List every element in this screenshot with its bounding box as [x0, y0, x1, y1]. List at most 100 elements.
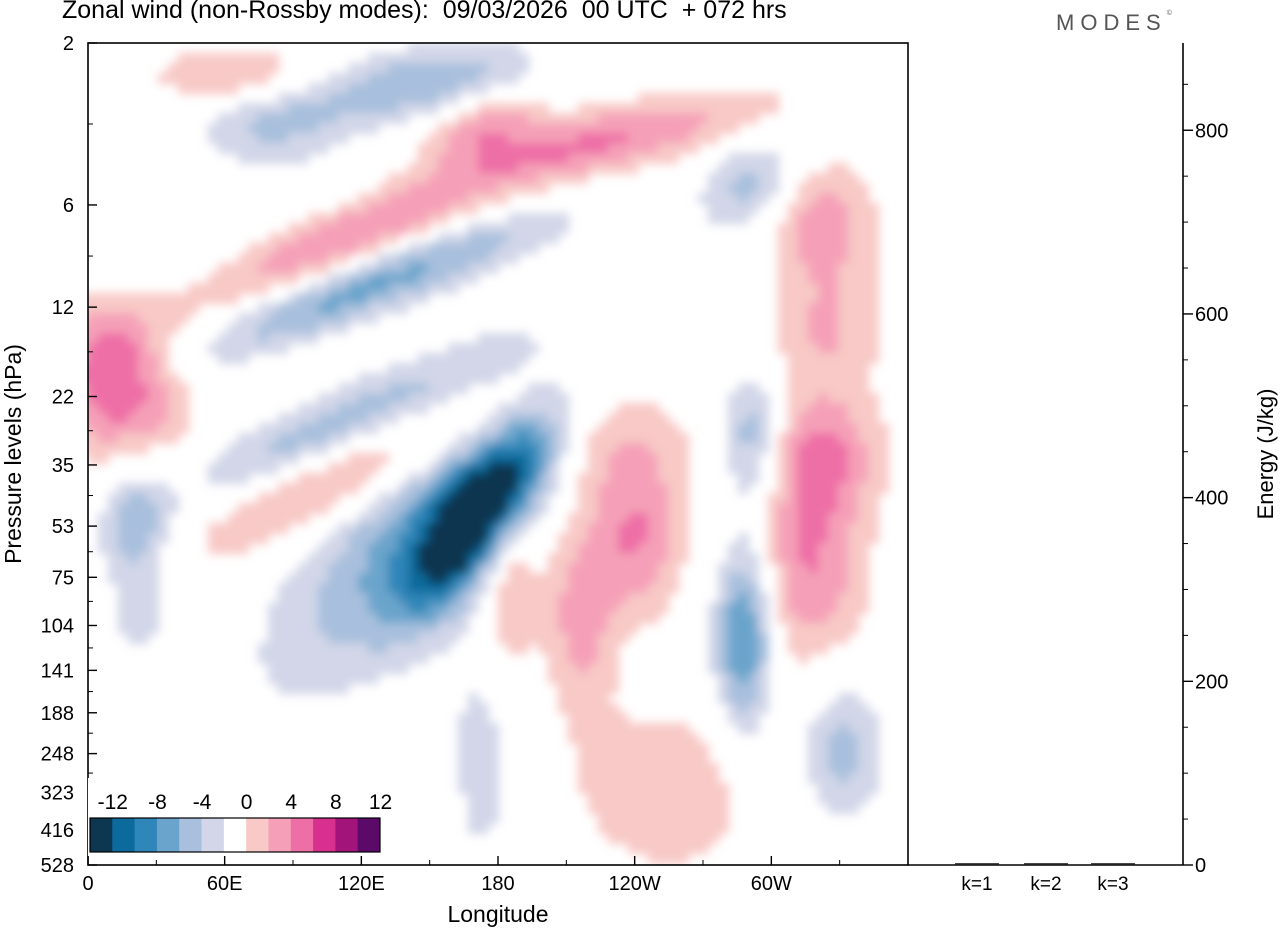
- colorbar-swatch: [290, 818, 314, 852]
- heatmap-cell: [798, 413, 809, 424]
- heatmap-cell: [428, 133, 439, 144]
- heatmap-cell: [868, 203, 879, 214]
- heatmap-cell: [548, 153, 559, 164]
- heatmap-cell: [728, 123, 739, 134]
- heatmap-cell: [448, 353, 459, 364]
- heatmap-cell: [368, 313, 379, 324]
- heatmap-cell: [798, 583, 809, 594]
- heatmap-cell: [818, 613, 829, 624]
- heatmap-cell: [458, 383, 469, 394]
- heatmap-cell: [468, 823, 479, 834]
- heatmap-cell: [758, 163, 769, 174]
- heatmap-cell: [718, 663, 729, 674]
- heatmap-cell: [808, 473, 819, 484]
- heatmap-cell: [338, 383, 349, 394]
- heatmap-cell: [478, 343, 489, 354]
- heatmap-cell: [598, 143, 609, 154]
- heatmap-cell: [778, 243, 789, 254]
- heatmap-cell: [388, 533, 399, 544]
- heatmap-cell: [828, 633, 839, 644]
- heatmap-cell: [608, 653, 619, 664]
- heatmap-cell: [228, 513, 239, 524]
- heatmap-cell: [538, 423, 549, 434]
- heatmap-cell: [618, 773, 629, 784]
- heatmap-cell: [678, 763, 689, 774]
- heatmap-cell: [868, 533, 879, 544]
- heatmap-cell: [758, 443, 769, 454]
- heatmap-cell: [508, 643, 519, 654]
- heatmap-cell: [418, 73, 429, 84]
- heatmap-cell: [328, 433, 339, 444]
- heatmap-cell: [428, 493, 439, 504]
- heatmap-cell: [778, 463, 789, 474]
- heatmap-cell: [838, 593, 849, 604]
- heatmap-cell: [218, 133, 229, 144]
- heatmap-cell: [828, 513, 839, 524]
- heatmap-cell: [388, 293, 399, 304]
- heatmap-cell: [498, 153, 509, 164]
- heatmap-cell: [708, 603, 719, 614]
- heatmap-cell: [518, 513, 529, 524]
- heatmap-cell: [858, 253, 869, 264]
- colorbar-label: 8: [330, 791, 342, 814]
- heatmap-cell: [138, 433, 149, 444]
- heatmap-cell: [408, 493, 419, 504]
- heatmap-cell: [358, 523, 369, 534]
- heatmap-cell: [848, 393, 859, 404]
- heatmap-cell: [358, 663, 369, 674]
- heatmap-cell: [568, 173, 579, 184]
- heatmap-cell: [258, 103, 269, 114]
- heatmap-cell: [718, 613, 729, 624]
- heatmap-cell: [498, 413, 509, 424]
- heatmap-cell: [438, 613, 449, 624]
- heatmap-cell: [238, 73, 249, 84]
- heatmap-cell: [538, 453, 549, 464]
- heatmap-cell: [568, 163, 579, 174]
- heatmap-cell: [138, 423, 149, 434]
- heatmap-cell: [648, 803, 659, 814]
- heatmap-cell: [438, 493, 449, 504]
- heatmap-cell: [808, 603, 819, 614]
- heatmap-cell: [438, 123, 449, 134]
- heatmap-cell: [438, 523, 449, 534]
- heatmap-cell: [658, 603, 669, 614]
- heatmap-cell: [568, 523, 579, 534]
- heatmap-cell: [378, 643, 389, 654]
- heatmap-cell: [688, 823, 699, 834]
- heatmap-cell: [728, 563, 739, 574]
- heatmap-cell: [568, 153, 579, 164]
- heatmap-cell: [388, 403, 399, 414]
- heatmap-cell: [828, 743, 839, 754]
- heatmap-cell: [458, 513, 469, 524]
- heatmap-cell: [608, 683, 619, 694]
- heatmap-cell: [298, 573, 309, 584]
- heatmap-cell: [388, 583, 399, 594]
- heatmap-cell: [748, 683, 759, 694]
- heatmap-cell: [788, 243, 799, 254]
- y-tick-label: 188: [41, 703, 74, 725]
- heatmap-cell: [148, 503, 159, 514]
- heatmap-cell: [578, 173, 589, 184]
- heatmap-cell: [478, 583, 489, 594]
- heatmap-cell: [688, 793, 699, 804]
- heatmap-cell: [368, 233, 379, 244]
- heatmap-cell: [868, 213, 879, 224]
- heatmap-cell: [308, 423, 319, 434]
- heatmap-cell: [798, 573, 809, 584]
- heatmap-cell: [778, 473, 789, 484]
- heatmap-cell: [108, 403, 119, 414]
- heatmap-cell: [648, 573, 659, 584]
- heatmap-cell: [848, 493, 859, 504]
- heatmap-cell: [298, 563, 309, 574]
- heatmap-cell: [398, 223, 409, 234]
- heatmap-cell: [668, 803, 679, 814]
- heatmap-cell: [318, 423, 329, 434]
- heatmap-cell: [648, 533, 659, 544]
- heatmap-cell: [668, 513, 679, 524]
- heatmap-cell: [488, 373, 499, 384]
- heatmap-cell: [128, 363, 139, 374]
- heatmap-cell: [148, 593, 159, 604]
- heatmap-cell: [118, 353, 129, 364]
- heatmap-cell: [728, 613, 739, 624]
- heatmap-cell: [278, 263, 289, 274]
